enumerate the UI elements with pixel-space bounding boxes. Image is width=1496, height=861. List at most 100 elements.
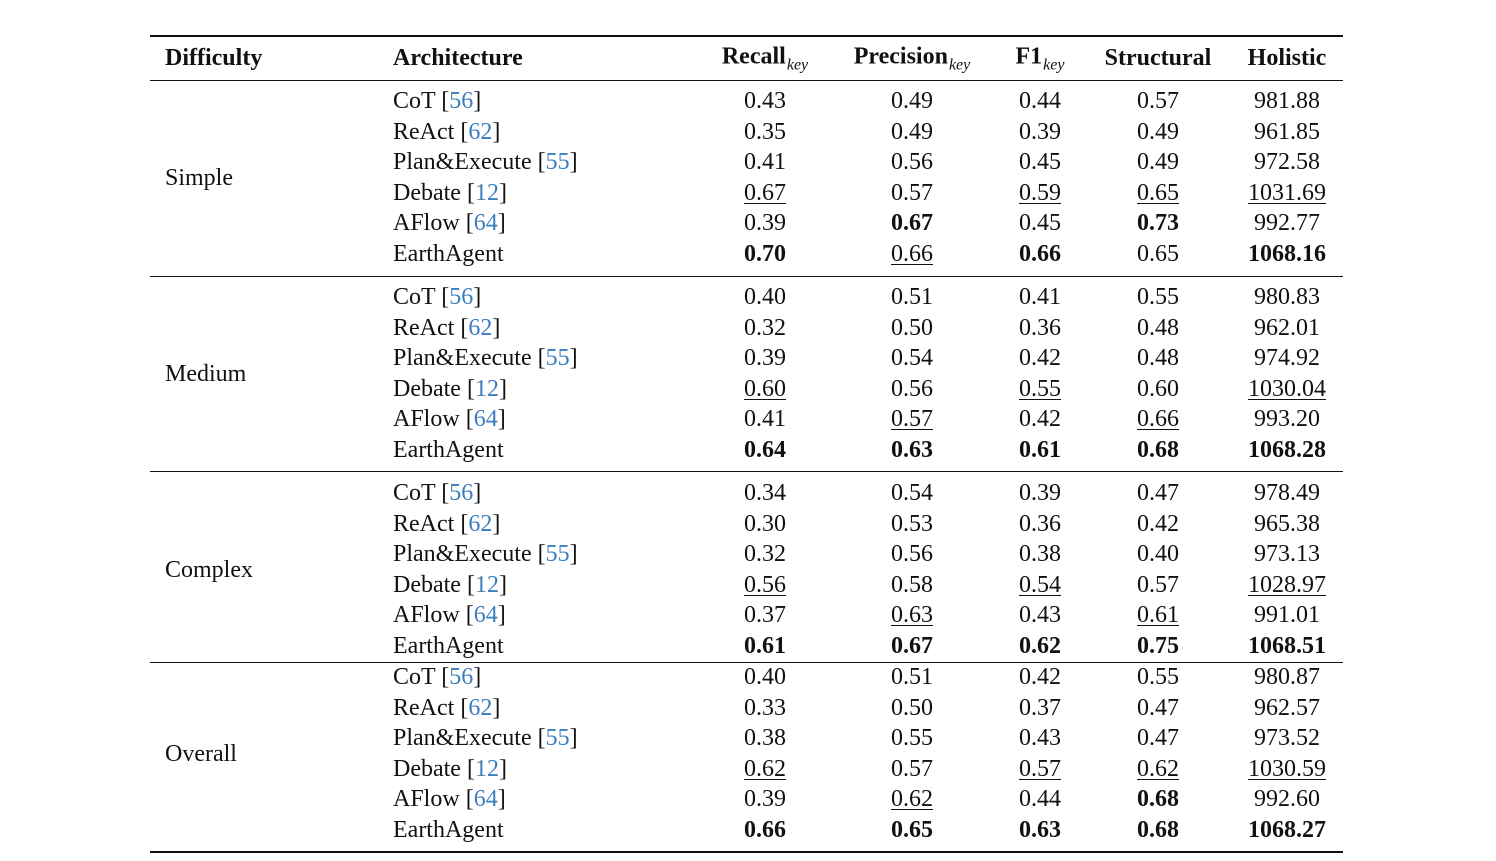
architecture-name: EarthAgent bbox=[393, 633, 504, 659]
cell-value: 0.40 bbox=[744, 284, 786, 310]
header-text: Holistic bbox=[1247, 45, 1327, 71]
cell-value: 0.57 bbox=[891, 755, 933, 782]
column-header: Holistic bbox=[1248, 44, 1327, 72]
cell-value: 980.87 bbox=[1254, 664, 1320, 690]
cell-value: 0.30 bbox=[744, 510, 786, 537]
architecture-name: EarthAgent bbox=[393, 437, 504, 463]
cell-value: 992.77 bbox=[1254, 210, 1320, 237]
citation: 62 bbox=[460, 315, 500, 341]
cell-value: 0.57 bbox=[1019, 755, 1061, 782]
architecture: ReAct 62 bbox=[393, 510, 500, 538]
architecture: EarthAgent bbox=[393, 436, 504, 464]
citation: 56 bbox=[441, 480, 481, 506]
cell-value: 0.54 bbox=[1019, 571, 1061, 598]
citation-number: 55 bbox=[545, 149, 570, 176]
architecture-name: ReAct bbox=[393, 314, 455, 341]
cell-value: 0.55 bbox=[1019, 375, 1061, 402]
architecture-name: CoT bbox=[393, 284, 436, 310]
cell-value: 0.42 bbox=[1137, 510, 1179, 537]
architecture-name: Debate bbox=[393, 571, 461, 598]
cell-value: 992.60 bbox=[1254, 786, 1320, 813]
citation: 12 bbox=[467, 180, 507, 206]
rule bbox=[150, 80, 1343, 81]
architecture-name: CoT bbox=[393, 88, 436, 114]
column-header: F1key bbox=[1016, 43, 1065, 74]
column-header: Recallkey bbox=[722, 43, 808, 74]
architecture-name: Plan&Execute bbox=[393, 541, 532, 568]
architecture-name: AFlow bbox=[393, 786, 460, 813]
citation: 64 bbox=[466, 602, 506, 628]
citation: 55 bbox=[538, 149, 578, 175]
citation-number: 55 bbox=[545, 541, 570, 568]
cell-value: 0.37 bbox=[1019, 694, 1061, 721]
cell-value: 0.55 bbox=[1137, 664, 1179, 690]
column-header: Structural bbox=[1105, 44, 1212, 72]
rule bbox=[150, 276, 1343, 277]
cell-value: 0.35 bbox=[744, 118, 786, 145]
cell-value: 0.48 bbox=[1137, 345, 1179, 372]
architecture-name: Plan&Execute bbox=[393, 149, 532, 176]
citation: 56 bbox=[441, 88, 481, 114]
architecture: Debate 12 bbox=[393, 179, 507, 207]
cell-value: 1031.69 bbox=[1248, 179, 1326, 206]
cell-value: 0.56 bbox=[891, 541, 933, 568]
architecture: EarthAgent bbox=[393, 816, 504, 844]
architecture: Plan&Execute 55 bbox=[393, 344, 578, 372]
architecture-name: AFlow bbox=[393, 406, 460, 433]
cell-value: 974.92 bbox=[1254, 345, 1320, 372]
architecture: AFlow 64 bbox=[393, 601, 506, 629]
cell-value: 0.39 bbox=[744, 210, 786, 237]
citation: 64 bbox=[466, 406, 506, 432]
cell-value: 0.49 bbox=[1137, 149, 1179, 176]
header-text: F1 bbox=[1015, 43, 1043, 70]
cell-value: 1068.16 bbox=[1248, 241, 1326, 267]
architecture-name: AFlow bbox=[393, 210, 460, 237]
architecture: CoT 56 bbox=[393, 283, 481, 311]
cell-value: 1028.97 bbox=[1248, 571, 1326, 598]
cell-value: 0.53 bbox=[891, 510, 933, 537]
cell-value: 0.36 bbox=[1019, 314, 1061, 341]
cell-value: 0.64 bbox=[744, 437, 786, 463]
cell-value: 0.75 bbox=[1137, 633, 1179, 659]
cell-value: 1068.51 bbox=[1248, 633, 1326, 659]
cell-value: 1030.59 bbox=[1248, 755, 1326, 782]
header-subscript: key bbox=[786, 56, 809, 74]
cell-value: 0.39 bbox=[1019, 480, 1061, 506]
cell-value: 0.45 bbox=[1019, 210, 1061, 237]
cell-value: 961.85 bbox=[1254, 118, 1320, 145]
cell-value: 0.51 bbox=[891, 664, 933, 690]
cell-value: 0.49 bbox=[891, 118, 933, 145]
header-text: Architecture bbox=[393, 45, 523, 71]
cell-value: 0.56 bbox=[891, 149, 933, 176]
architecture: EarthAgent bbox=[393, 240, 504, 268]
cell-value: 973.52 bbox=[1254, 725, 1320, 752]
column-header: Precisionkey bbox=[854, 43, 971, 74]
cell-value: 0.68 bbox=[1137, 437, 1179, 463]
cell-value: 993.20 bbox=[1254, 406, 1320, 433]
architecture-name: EarthAgent bbox=[393, 241, 504, 267]
header-text: Difficulty bbox=[165, 45, 263, 71]
cell-value: 0.67 bbox=[891, 633, 933, 659]
citation-number: 62 bbox=[468, 694, 493, 721]
citation: 55 bbox=[538, 345, 578, 371]
architecture-name: Plan&Execute bbox=[393, 725, 532, 752]
cell-value: 0.50 bbox=[891, 694, 933, 721]
citation: 62 bbox=[460, 695, 500, 721]
cell-value: 0.66 bbox=[891, 241, 933, 267]
cell-value: 0.33 bbox=[744, 694, 786, 721]
citation-number: 64 bbox=[473, 406, 498, 433]
cell-value: 0.32 bbox=[744, 541, 786, 568]
cell-value: 0.61 bbox=[1019, 437, 1061, 463]
cell-value: 0.65 bbox=[891, 817, 933, 843]
cell-value: 0.40 bbox=[1137, 541, 1179, 568]
cell-value: 0.63 bbox=[1019, 817, 1061, 843]
cell-value: 0.42 bbox=[1019, 406, 1061, 433]
citation-number: 56 bbox=[449, 480, 474, 506]
cell-value: 0.61 bbox=[744, 633, 786, 659]
cell-value: 0.60 bbox=[1137, 375, 1179, 402]
cell-value: 0.34 bbox=[744, 480, 786, 506]
architecture-name: Debate bbox=[393, 755, 461, 782]
cell-value: 0.55 bbox=[891, 725, 933, 752]
cell-value: 0.58 bbox=[891, 571, 933, 598]
cell-value: 0.68 bbox=[1137, 817, 1179, 843]
